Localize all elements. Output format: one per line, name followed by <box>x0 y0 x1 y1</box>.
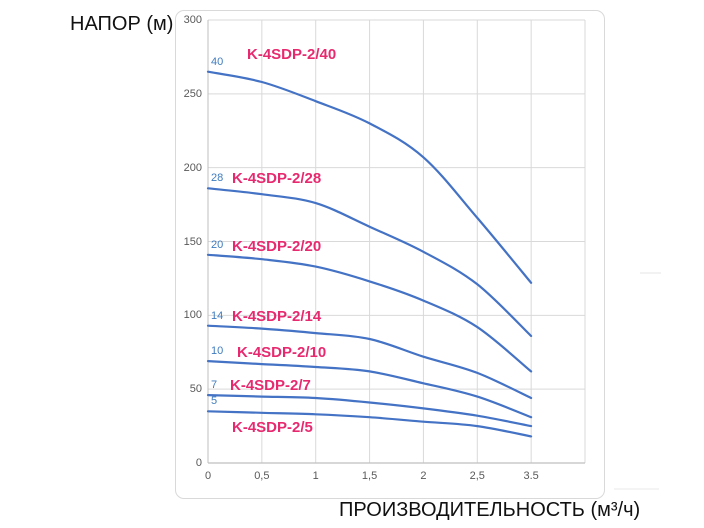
stage-number-28: 28 <box>211 172 224 185</box>
curve-label-K-4SDP-2/14: K-4SDP-2/14 <box>232 307 322 325</box>
curve-K-4SDP-2/40 <box>206 70 533 284</box>
x-tick-label-0,5: 0,5 <box>254 470 270 482</box>
stage-number-7: 7 <box>211 379 218 392</box>
stage-number-5: 5 <box>211 395 218 408</box>
faint-artifact-line <box>640 272 661 274</box>
stage-number-40: 40 <box>211 55 224 68</box>
curve-K-4SDP-2/28 <box>206 187 533 338</box>
curve-label-K-4SDP-2/20: K-4SDP-2/20 <box>232 237 322 255</box>
curve-label-K-4SDP-2/7: K-4SDP-2/7 <box>230 377 311 395</box>
curve-K-4SDP-2/5 <box>206 410 533 438</box>
y-tick-label-0: 0 <box>195 457 202 469</box>
x-tick-label-1: 1 <box>312 470 319 482</box>
x-axis-title: ПРОИЗВОДИТЕЛЬНОСТЬ (м³/ч) <box>339 499 641 521</box>
y-tick-label-50: 50 <box>189 383 202 396</box>
curve-label-K-4SDP-2/40: K-4SDP-2/40 <box>247 45 337 63</box>
y-tick-label-250: 250 <box>183 87 202 100</box>
y-tick-label-150: 150 <box>183 235 202 248</box>
stage-number-14: 14 <box>211 309 224 322</box>
y-tick-label-200: 200 <box>183 161 202 174</box>
curve-K-4SDP-2/20 <box>206 253 533 373</box>
x-tick-label-2,5: 2,5 <box>469 470 485 482</box>
curve-label-K-4SDP-2/28: K-4SDP-2/28 <box>232 170 322 188</box>
x-tick-label-0: 0 <box>204 470 212 482</box>
curve-K-4SDP-2/7 <box>206 394 533 428</box>
stage-number-10: 10 <box>211 345 224 358</box>
curve-label-K-4SDP-2/10: K-4SDP-2/10 <box>237 344 327 362</box>
curve-K-4SDP-2/14 <box>206 324 533 400</box>
chart-frame <box>175 10 605 499</box>
x-tick-label-3.5: 3.5 <box>523 470 539 482</box>
curve-K-4SDP-2/10 <box>206 360 533 419</box>
y-tick-label-300: 300 <box>183 14 202 26</box>
pump-curves <box>206 70 533 438</box>
faint-artifact-line <box>614 488 659 490</box>
y-axis-title: НАПОР (м) <box>70 13 174 35</box>
curve-label-K-4SDP-2/5: K-4SDP-2/5 <box>232 419 313 437</box>
x-tick-label-2: 2 <box>420 470 427 482</box>
x-tick-label-1,5: 1,5 <box>361 470 378 482</box>
y-tick-label-100: 100 <box>183 309 202 322</box>
axis-lines <box>207 20 585 464</box>
stage-number-20: 20 <box>211 238 224 251</box>
